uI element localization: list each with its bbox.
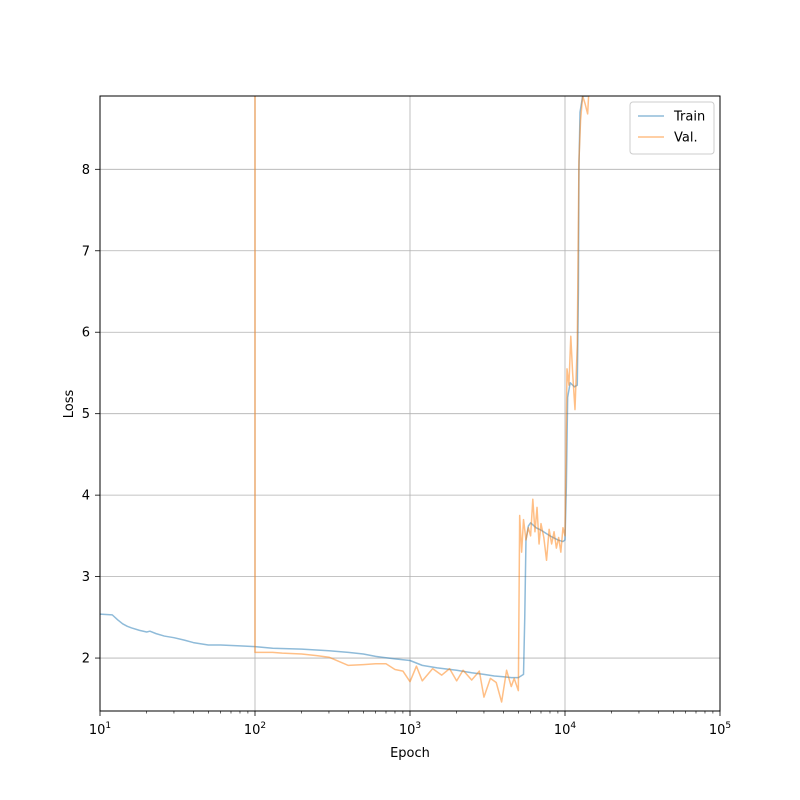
y-tick-label: 4 [82,489,90,504]
y-tick-label: 7 [82,244,90,259]
x-tick-label: 101 [89,721,111,738]
series-line-train [100,96,588,679]
legend-box [629,101,715,155]
legend: Train Val. [629,101,715,155]
x-tick-label: 103 [399,721,421,738]
y-tick-label: 3 [82,570,90,585]
grid-lines [99,96,721,711]
y-axis-label: Loss [62,390,77,419]
y-tick-label: 5 [82,407,90,422]
y-tick-label: 8 [82,163,90,178]
y-tick-label: 2 [82,652,90,667]
x-axis: 101 102 103 104 105 [89,711,731,738]
y-axis: 2 3 4 5 6 7 8 [82,163,100,667]
x-axis-label: Epoch [390,746,430,761]
x-tick-label: 105 [709,721,731,738]
legend-label: Val. [674,131,698,146]
x-tick-label: 104 [554,721,577,738]
y-tick-label: 6 [82,326,90,341]
legend-label: Train [673,110,705,125]
x-tick-label: 102 [244,721,266,738]
plot-area [100,96,590,703]
series-line-val [254,96,590,703]
